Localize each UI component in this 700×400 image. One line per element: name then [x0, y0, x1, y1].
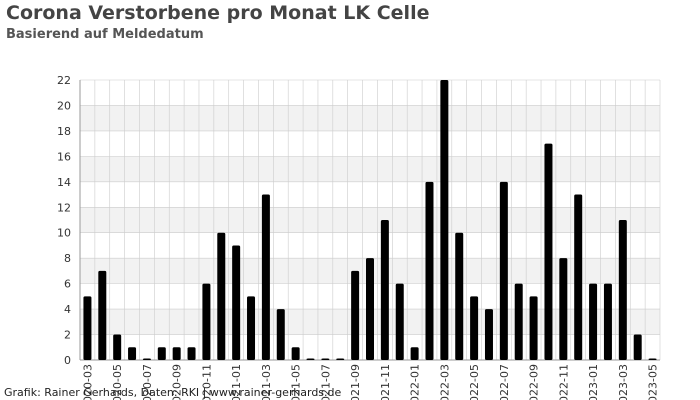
background-band — [80, 105, 660, 131]
x-tick-label: 2021-03 — [260, 364, 273, 400]
background-band — [80, 156, 660, 182]
x-tick-label: 2022-09 — [528, 364, 541, 400]
x-tick-label: 2020-05 — [111, 364, 124, 400]
x-tick-label: 2021-07 — [319, 364, 332, 400]
background-band — [80, 207, 660, 233]
x-tick-label: 2020-11 — [200, 364, 213, 400]
bar-2020-03 — [83, 296, 92, 360]
bar-2021-08 — [336, 358, 345, 360]
bar-2021-02 — [247, 296, 256, 360]
x-tick-label: 2023-01 — [587, 364, 600, 400]
bar-2022-08 — [514, 283, 523, 360]
y-tick-label: 4 — [64, 303, 71, 316]
bar-2022-09 — [529, 296, 538, 360]
bar-2020-11 — [202, 283, 211, 360]
bar-2021-11 — [380, 220, 389, 360]
bar-2021-05 — [291, 347, 300, 360]
bars — [83, 80, 657, 360]
y-axis-ticks: 0 2 4 6 8 10 12 14 16 18 20 22 — [57, 74, 71, 367]
bar-2020-06 — [128, 347, 137, 360]
y-tick-label: 22 — [57, 74, 71, 87]
x-tick-label: 2023-03 — [617, 364, 630, 400]
y-tick-label: 20 — [57, 99, 71, 112]
x-tick-label: 2022-05 — [468, 364, 481, 400]
bar-2023-01 — [589, 283, 598, 360]
bar-2022-02 — [425, 181, 434, 360]
x-tick-label: 2022-03 — [438, 364, 451, 400]
bar-2023-04 — [633, 334, 642, 360]
x-tick-label: 2021-11 — [379, 364, 392, 400]
y-tick-label: 0 — [64, 354, 71, 367]
x-tick-label: 2022-07 — [498, 364, 511, 400]
y-tick-label: 12 — [57, 201, 71, 214]
x-axis-ticks: 2020-03 2020-05 2020-07 2020-09 2020-11 2021-… — [81, 364, 659, 400]
bar-2020-05 — [113, 334, 122, 360]
bar-2022-04 — [455, 232, 464, 360]
x-tick-label: 2020-07 — [141, 364, 154, 400]
bar-2021-06 — [306, 358, 315, 360]
bar-2021-12 — [395, 283, 404, 360]
bar-2022-03 — [440, 80, 449, 360]
bar-2020-10 — [187, 347, 196, 360]
y-tick-label: 14 — [57, 176, 71, 189]
x-tick-label: 2022-01 — [409, 364, 422, 400]
bar-2021-10 — [366, 258, 374, 360]
bar-2023-05 — [648, 358, 657, 360]
bar-2023-03 — [618, 220, 627, 360]
y-tick-label: 10 — [57, 227, 71, 240]
bar-2022-10 — [544, 143, 553, 360]
chart-title: Corona Verstorbene pro Monat LK Celle — [6, 2, 430, 24]
bar-2021-07 — [321, 358, 330, 360]
bar-2022-12 — [574, 194, 583, 360]
bar-2020-07 — [142, 358, 151, 360]
x-tick-label: 2020-09 — [171, 364, 184, 400]
source-credit: Grafik: Rainer Gerhards, Daten: RKI | ww… — [4, 386, 342, 399]
y-tick-label: 16 — [57, 150, 71, 163]
x-tick-label: 2020-03 — [81, 364, 94, 400]
bar-2021-09 — [351, 270, 360, 360]
bar-2022-01 — [410, 347, 419, 360]
x-tick-label: 2023-05 — [647, 364, 660, 400]
bar-2023-02 — [603, 283, 612, 360]
bar-2022-06 — [484, 309, 493, 360]
bar-2020-09 — [172, 347, 181, 360]
bar-2022-05 — [470, 296, 479, 360]
bar-2020-12 — [217, 232, 226, 360]
bar-2020-04 — [98, 270, 107, 360]
x-tick-label: 2022-11 — [557, 364, 570, 400]
bar-2021-03 — [261, 194, 270, 360]
bar-2022-07 — [499, 181, 508, 360]
bar-2021-04 — [276, 309, 285, 360]
y-tick-label: 8 — [64, 252, 71, 265]
y-tick-label: 18 — [57, 125, 71, 138]
x-tick-label: 2021-01 — [230, 364, 243, 400]
x-tick-label: 2021-05 — [290, 364, 303, 400]
bar-2022-11 — [559, 258, 568, 360]
bar-2020-08 — [157, 347, 166, 360]
x-tick-label: 2021-09 — [349, 364, 362, 400]
y-tick-label: 6 — [64, 278, 71, 291]
bar-2021-01 — [232, 245, 241, 360]
y-tick-label: 2 — [64, 329, 71, 342]
chart-subtitle: Basierend auf Meldedatum — [6, 27, 204, 42]
